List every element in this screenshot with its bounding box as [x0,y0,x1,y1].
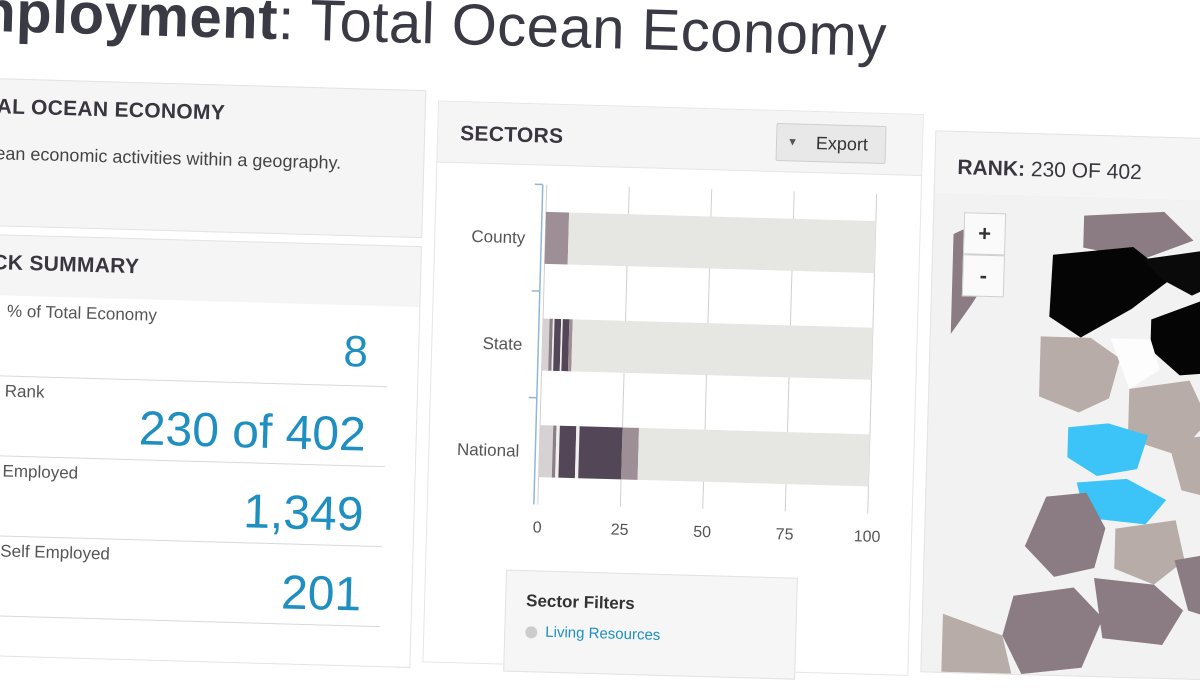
stat-row-self-employed: Self Employed 201 [0,535,383,628]
sector-filters-title: Sector Filters [526,591,635,614]
filter-item-label: Living Resources [545,624,660,644]
rank-key: RANK: [957,156,1025,181]
chart-bars [539,212,876,486]
page-title-rest: : Total Ocean Economy [277,0,888,69]
rank-value: 230 OF 402 [1031,158,1143,184]
x-tick-label: 100 [853,528,880,546]
stat-value: 8 [343,327,369,378]
zoom-out-button[interactable]: - [962,254,1005,297]
x-tick-label: 75 [775,526,793,543]
x-tick-label: 50 [693,524,711,541]
page-title: nployment: Total Ocean Economy [0,0,888,70]
summary-heading: CK SUMMARY [0,251,140,279]
stat-label: Employed [2,461,78,483]
stat-label: Self Employed [0,541,110,564]
stat-row-rank: Rank 230 of 402 [0,375,387,468]
export-button[interactable]: ▼ Export [776,123,887,164]
stat-value: 230 of 402 [138,401,366,462]
bar-segment [568,213,876,274]
y-tick-label: State [482,334,522,354]
zoom-in-button[interactable]: + [963,212,1006,255]
filter-item[interactable]: Living Resources [525,623,660,644]
stat-label: Rank [5,382,45,403]
bar-segment [545,212,570,265]
map-header: RANK: 230 OF 402 [935,131,1200,202]
export-label: Export [816,133,869,155]
dashboard: nployment: Total Ocean Economy AL OCEAN … [0,0,1200,658]
stat-row-percent: % of Total Economy 8 [0,295,389,388]
x-tick-label: 25 [611,522,629,539]
bar-segment [539,425,554,477]
sectors-panel: SECTORS ▼ Export 0 25 50 75 100 County State Na… [422,101,924,676]
bar-segment [558,426,576,478]
summary-panel: CK SUMMARY % of Total Economy 8 Rank 230… [0,233,422,668]
bar-segment [638,428,870,486]
chart-labels: 0 25 50 75 100 County State National [455,227,889,546]
x-tick-label: 0 [532,519,541,536]
page-title-bold: nployment [0,0,279,52]
bar-segment [621,427,639,479]
caret-down-icon: ▼ [787,136,798,148]
radio-icon [525,626,537,638]
stat-row-employed: Employed 1,349 [0,455,385,548]
bar-segment [578,426,622,479]
summary-stats: % of Total Economy 8 Rank 230 of 402 Emp… [0,294,419,667]
stat-value: 1,349 [243,484,365,542]
rank-label: RANK: 230 OF 402 [957,156,1142,185]
description-panel: AL OCEAN ECONOMY ean economic activities… [0,77,426,238]
sectors-heading: SECTORS [460,122,564,149]
stat-value: 201 [280,565,362,622]
sector-filters: Sector Filters Living Resources [503,570,798,680]
y-tick-label: National [457,440,520,461]
y-tick-label: County [471,227,526,248]
description-text: ean economic activities within a geograp… [0,143,341,174]
bar-segment [571,319,873,379]
stat-label: % of Total Economy [7,302,157,326]
sectors-chart: 0 25 50 75 100 County State National [426,162,921,575]
description-heading: AL OCEAN ECONOMY [0,95,225,125]
map-panel: RANK: 230 OF 402 + - [920,130,1200,680]
